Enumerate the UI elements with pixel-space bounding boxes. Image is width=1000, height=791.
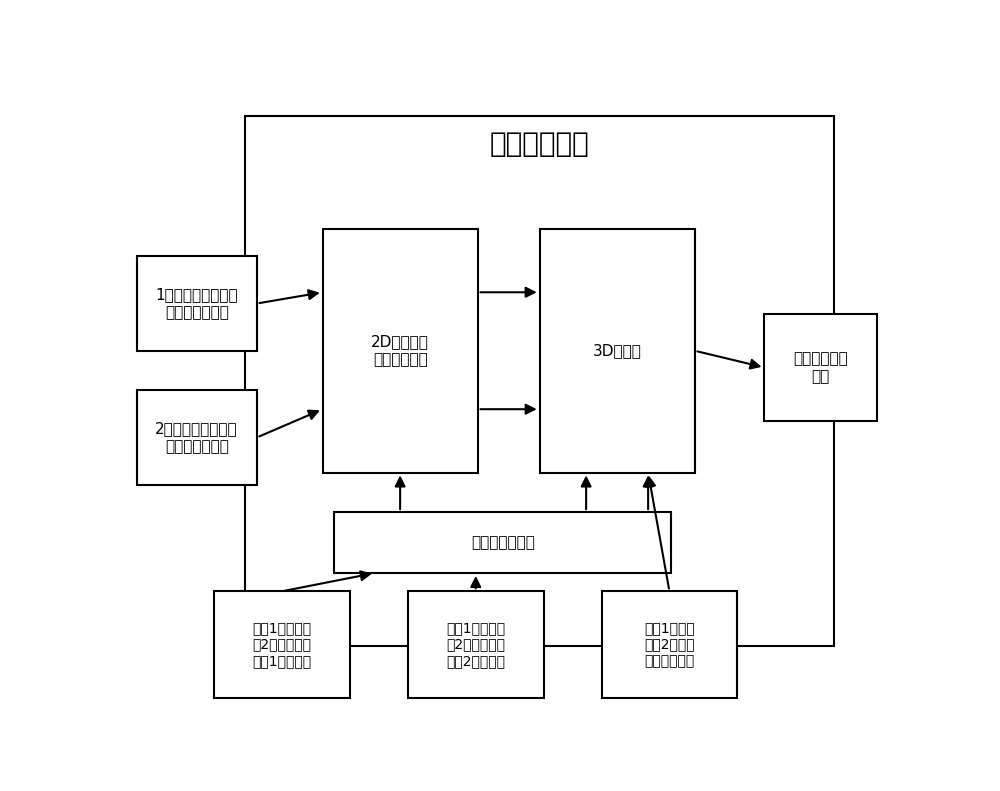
Text: 三维轮廓点云
输出: 三维轮廓点云 输出 [793,351,848,384]
Text: 标定1号摄像
头和2号摄像
头的位置关系: 标定1号摄像 头和2号摄像 头的位置关系 [644,622,695,668]
Bar [137,256,257,350]
Text: 标定1号摄像头
和2号摄像头在
波长2时的内参: 标定1号摄像头 和2号摄像头在 波长2时的内参 [446,622,505,668]
Bar [245,116,834,646]
Bar [334,512,671,573]
Text: 计算处理单元: 计算处理单元 [490,130,590,157]
Text: 波段切换判断器: 波段切换判断器 [471,535,535,550]
Bar [764,314,877,421]
Bar [408,592,544,698]
Text: 标定1号摄像头
和2号摄像头在
波长1时的内参: 标定1号摄像头 和2号摄像头在 波长1时的内参 [252,622,312,668]
Bar [214,592,350,698]
Bar [540,229,695,472]
Text: 2号摄像头拍摄物体
表面激光轮廓线: 2号摄像头拍摄物体 表面激光轮廓线 [155,422,238,454]
Bar [137,390,257,485]
Text: 2D图像激光
轮廓线提取器: 2D图像激光 轮廓线提取器 [371,335,429,367]
Bar [323,229,478,472]
Bar [602,592,737,698]
Text: 3D构造器: 3D构造器 [593,343,642,358]
Text: 1号摄像头拍摄物体
表面激光轮廓线: 1号摄像头拍摄物体 表面激光轮廓线 [155,287,238,320]
